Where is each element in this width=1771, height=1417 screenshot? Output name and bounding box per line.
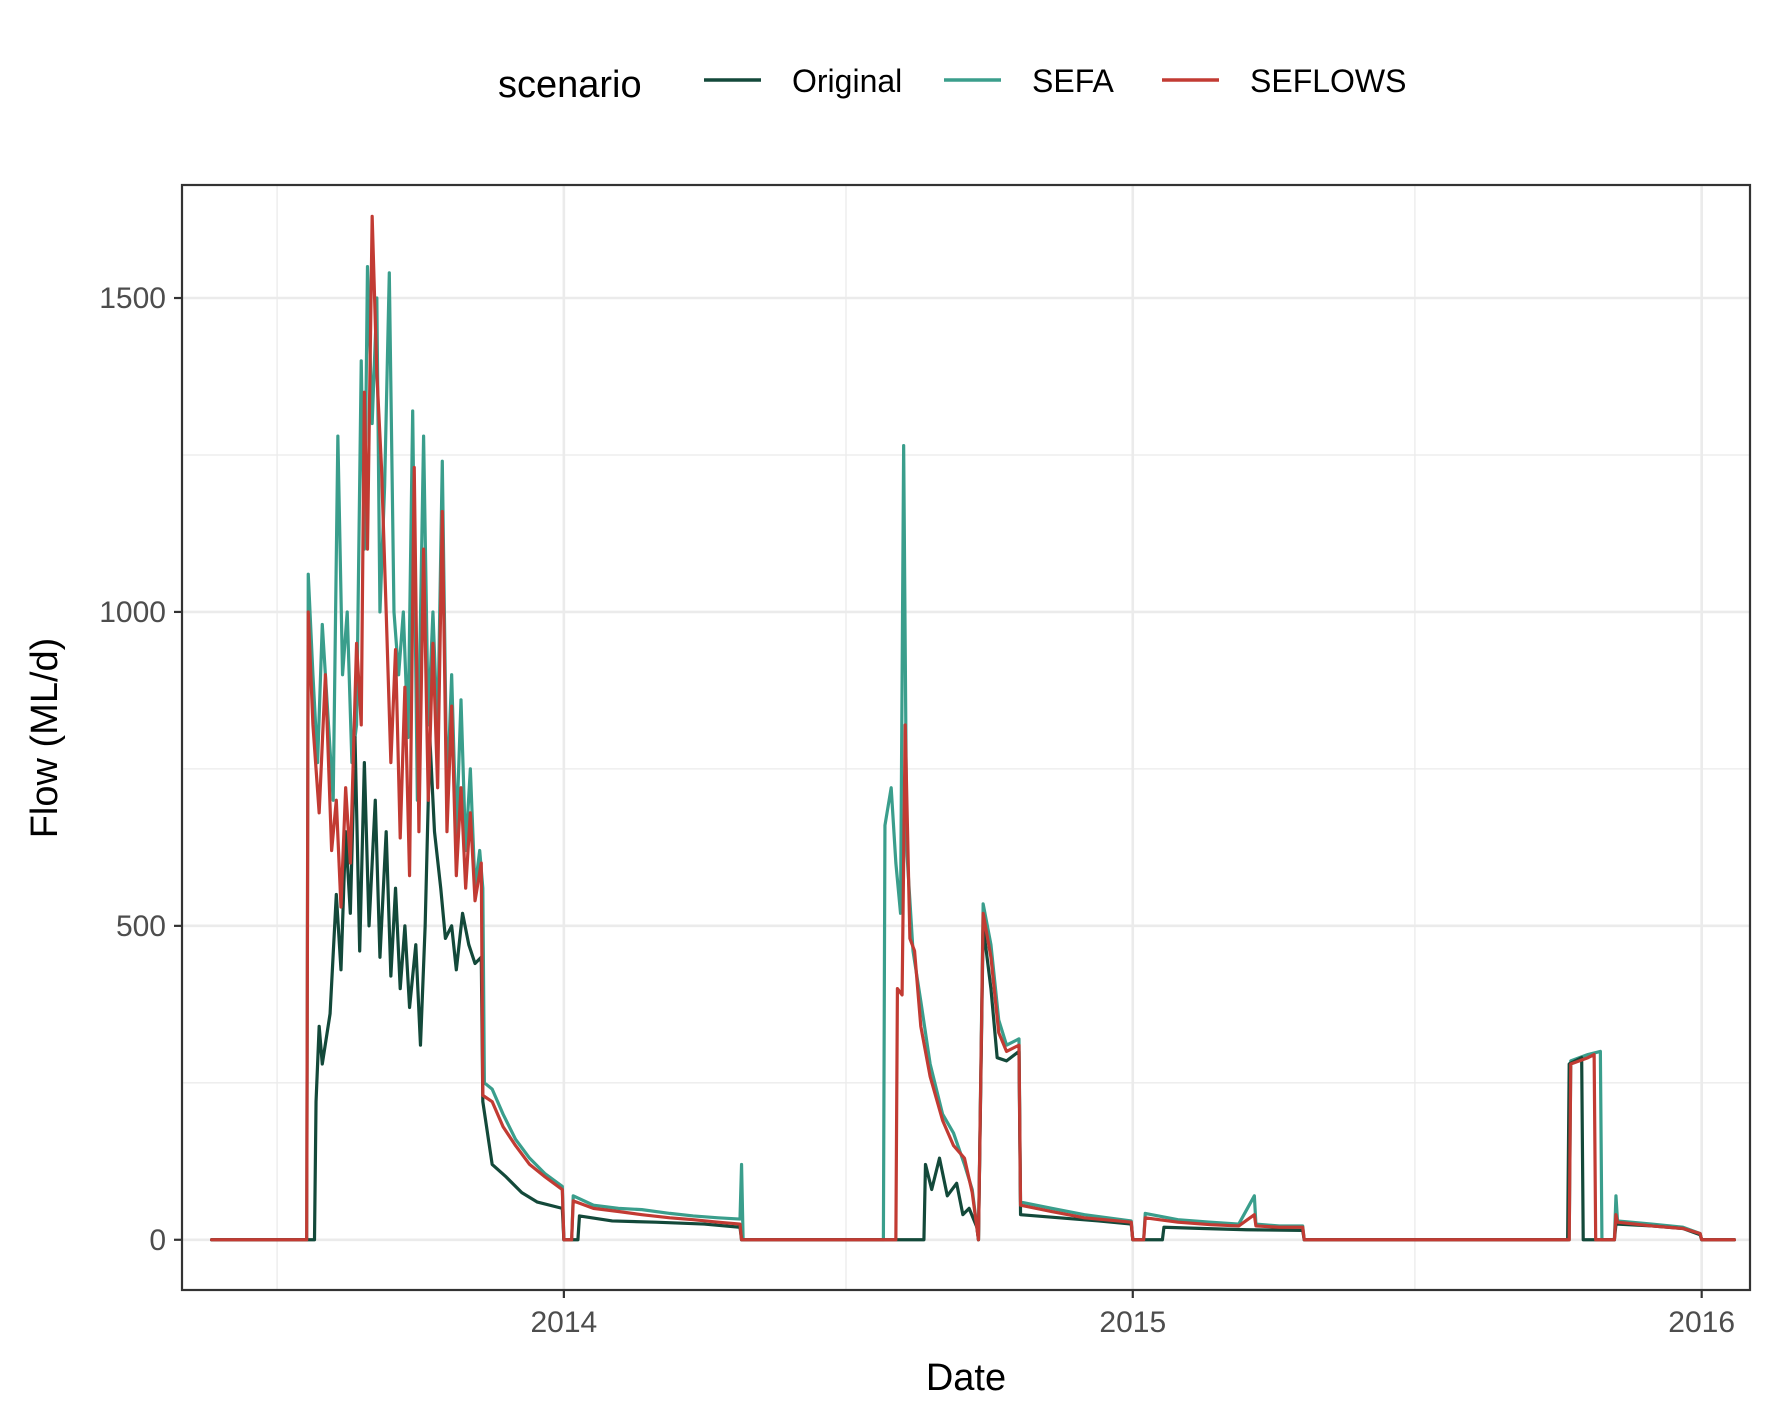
x-tick-label: 2015 [1099,1306,1166,1339]
legend-item-seflows: SEFLOWS [1162,63,1406,99]
legend-item-original: Original [704,63,902,99]
minor-gridlines [182,185,1750,1290]
legend-items: Original SEFA SEFLOWS [704,63,1406,99]
panel-background [182,185,1750,1290]
legend-label-original: Original [792,63,902,99]
legend-item-sefa: SEFA [944,63,1114,99]
legend-label-sefa: SEFA [1032,63,1114,99]
series-line-seflows [210,214,1737,1242]
x-tick-label: 2014 [530,1306,597,1339]
y-tick-label: 0 [149,1224,166,1257]
series-line-sefa [210,265,1737,1242]
series-line-original [210,735,1737,1242]
y-axis: 0 500 1000 1500 [99,282,182,1257]
x-axis: 2014 2015 2016 [530,1290,1735,1339]
x-axis-title: Date [926,1357,1006,1399]
panel-border [180,183,1752,1292]
y-tick-label: 1500 [99,282,166,315]
y-tick-label: 1000 [99,596,166,629]
series-lines [210,214,1737,1242]
legend: scenario Original SEFA SEFLOWS [498,63,1406,106]
plot-panel [180,183,1752,1292]
legend-title: scenario [498,64,642,106]
x-tick-label: 2016 [1668,1306,1735,1339]
legend-label-seflows: SEFLOWS [1250,63,1406,99]
y-tick-label: 500 [116,910,166,943]
y-axis-title: Flow (ML/d) [24,638,66,839]
